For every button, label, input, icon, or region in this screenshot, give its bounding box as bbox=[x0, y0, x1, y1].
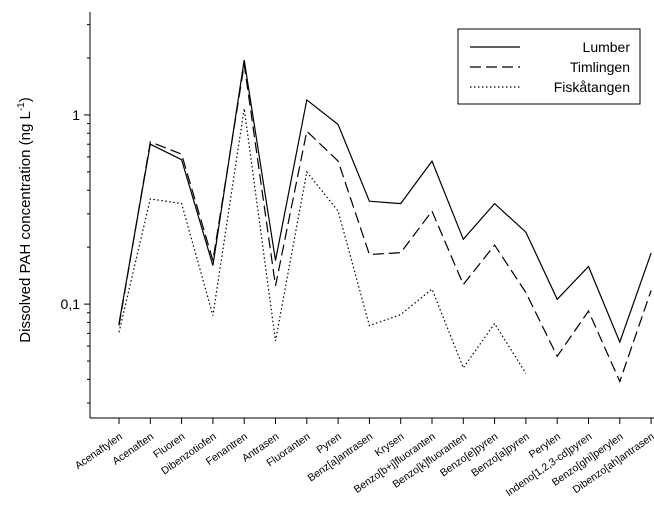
series-layer bbox=[118, 60, 652, 384]
y-tick-label: 0,1 bbox=[61, 296, 81, 312]
legend-label: Timlingen bbox=[570, 59, 630, 75]
y-axis-title: Dissolved PAH concentration (ng L-1) bbox=[16, 97, 34, 342]
series-line-1 bbox=[118, 60, 652, 344]
axes-group bbox=[84, 12, 654, 424]
series-line-2 bbox=[118, 64, 652, 384]
legend-label: Fiskåtangen bbox=[554, 79, 630, 95]
y-tick-labels: 0,11 bbox=[61, 107, 81, 312]
legend-label: Lumber bbox=[583, 39, 631, 55]
y-tick-label: 1 bbox=[72, 107, 80, 123]
x-tick-labels: AcenaftylenAcenaftenFluorenDibenzotiofen… bbox=[73, 431, 654, 500]
legend: Lumber Timlingen Fiskåtangen bbox=[457, 28, 641, 105]
series-line-3 bbox=[118, 108, 527, 374]
